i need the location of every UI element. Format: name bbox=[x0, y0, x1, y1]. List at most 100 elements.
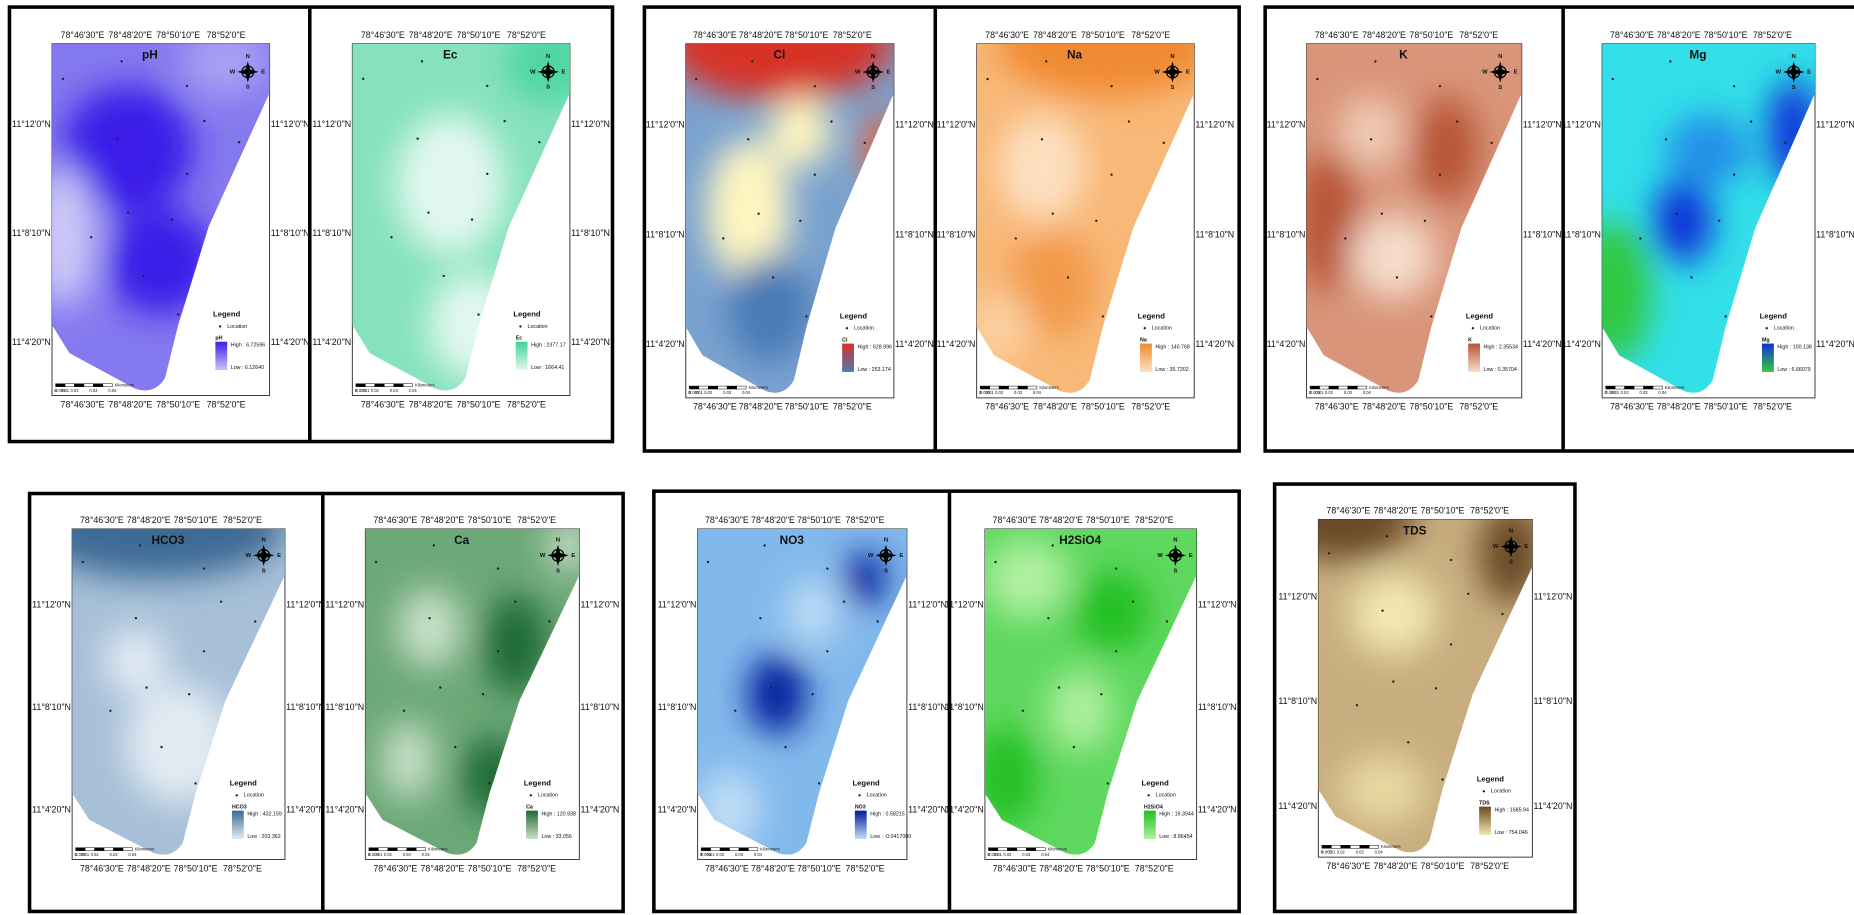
scale-tick: 0.01 bbox=[1611, 390, 1620, 395]
longitude-label: 78°48'20"E bbox=[1039, 515, 1083, 525]
panel-title: NO3 bbox=[780, 533, 805, 547]
legend-high: High : 140.768 bbox=[1155, 345, 1190, 351]
location-point bbox=[145, 686, 147, 688]
scale-tick: 0.03 bbox=[89, 388, 98, 393]
legend-title: Legend bbox=[1138, 311, 1166, 320]
map-panel: H2SiO4NESW78°46'30"E78°46'30"E78°48'20"E… bbox=[945, 515, 1237, 873]
longitude-label: 78°48'20"E bbox=[108, 30, 152, 40]
location-point bbox=[220, 600, 222, 602]
location-point bbox=[1052, 213, 1054, 215]
compass-letter: N bbox=[871, 54, 875, 60]
scale-segment bbox=[1653, 386, 1662, 389]
surface-blob bbox=[547, 519, 590, 572]
location-point bbox=[186, 173, 188, 175]
scale-segment bbox=[748, 848, 757, 851]
latitude-label: 11°12'0"N bbox=[325, 599, 364, 609]
location-point bbox=[1439, 174, 1441, 176]
scale-segment bbox=[1338, 386, 1347, 389]
location-point bbox=[390, 236, 392, 238]
compass-letter: S bbox=[246, 85, 250, 91]
latitude-label: 11°8'10"N bbox=[937, 229, 976, 239]
surface-blob bbox=[1350, 574, 1436, 655]
longitude-label: 78°48'20"E bbox=[1362, 402, 1406, 412]
surface-blob bbox=[788, 579, 838, 645]
legend-label: Na bbox=[1140, 337, 1147, 343]
compass-letter: W bbox=[246, 553, 252, 559]
scale-segment bbox=[394, 384, 403, 387]
location-point bbox=[1128, 120, 1130, 122]
scale-tick: 0.01 bbox=[994, 852, 1003, 857]
latitude-label: 11°4'20"N bbox=[1523, 339, 1562, 349]
longitude-label: 78°48'20"E bbox=[1033, 402, 1077, 412]
surface-blob bbox=[966, 292, 1031, 363]
longitude-label: 78°52'0"E bbox=[223, 515, 262, 525]
latitude-label: 11°12'0"N bbox=[312, 119, 351, 129]
latitude-label: 11°8'10"N bbox=[271, 228, 310, 238]
latitude-label: 11°12'0"N bbox=[12, 119, 51, 129]
surface-blob bbox=[1653, 178, 1713, 263]
latitude-label: 11°8'10"N bbox=[1278, 696, 1317, 706]
location-point bbox=[1724, 315, 1726, 317]
location-point bbox=[1381, 609, 1383, 611]
scale-segment bbox=[1341, 845, 1350, 848]
legend-location: Location bbox=[227, 324, 247, 330]
longitude-label: 78°50'10"E bbox=[156, 30, 200, 40]
location-point bbox=[814, 174, 816, 176]
latitude-label: 11°12'0"N bbox=[32, 599, 71, 609]
scale-segment bbox=[76, 848, 85, 851]
surface-blob bbox=[748, 655, 807, 734]
location-point bbox=[471, 218, 473, 220]
compass-letter: N bbox=[1173, 538, 1177, 544]
scale-tick: 0.02 bbox=[704, 390, 713, 395]
longitude-label: 78°46'30"E bbox=[1326, 506, 1370, 516]
latitude-label: 11°12'0"N bbox=[1523, 119, 1562, 129]
scale-unit: Kilometers bbox=[748, 385, 768, 390]
surface-blob bbox=[1048, 671, 1111, 750]
surface-blob bbox=[382, 721, 433, 800]
longitude-label: 78°46'30"E bbox=[373, 863, 417, 873]
latitude-label: 11°12'0"N bbox=[646, 119, 685, 129]
surface-blob bbox=[1074, 572, 1150, 651]
scale-unit: Kilometers bbox=[115, 383, 135, 388]
scale-segment bbox=[397, 848, 406, 851]
scale-segment bbox=[689, 386, 698, 389]
legend-low: Low : -0.0417080 bbox=[870, 834, 911, 840]
longitude-label: 78°48'20"E bbox=[1033, 30, 1077, 40]
compass-letter: N bbox=[1792, 54, 1796, 60]
location-point bbox=[799, 220, 801, 222]
scale-tick: 0.02 bbox=[1337, 850, 1346, 855]
legend-ramp bbox=[215, 342, 227, 370]
scale-tick: 0.01 bbox=[374, 852, 383, 857]
scale-segment bbox=[123, 848, 132, 851]
legend-title: Legend bbox=[1477, 775, 1505, 784]
location-point bbox=[1439, 85, 1441, 87]
surface-blob bbox=[1296, 150, 1361, 292]
location-point bbox=[1115, 567, 1117, 569]
latitude-label: 11°4'20"N bbox=[1534, 801, 1573, 811]
scale-unit: Kilometers bbox=[428, 847, 448, 852]
map-panel: HCO3NESW78°46'30"E78°46'30"E78°48'20"E78… bbox=[30, 479, 325, 873]
legend-location: Location bbox=[1774, 326, 1794, 332]
legend-title: Legend bbox=[1142, 779, 1170, 788]
legend-dot bbox=[1144, 327, 1146, 329]
legend-location: Location bbox=[1480, 326, 1500, 332]
surface-blob bbox=[1265, 479, 1415, 560]
location-point bbox=[1047, 617, 1049, 619]
map-panel: NaNESW78°46'30"E78°46'30"E78°48'20"E78°4… bbox=[937, 0, 1235, 412]
compass-letter: E bbox=[1524, 544, 1528, 550]
longitude-label: 78°48'20"E bbox=[1657, 30, 1701, 40]
longitude-label: 78°52'0"E bbox=[1135, 515, 1174, 525]
location-point bbox=[194, 782, 196, 784]
panel-title: Cl bbox=[774, 48, 786, 62]
scale-segment bbox=[365, 384, 374, 387]
location-point bbox=[826, 650, 828, 652]
location-point bbox=[751, 60, 753, 62]
compass-letter: S bbox=[871, 85, 875, 91]
location-point bbox=[830, 120, 832, 122]
longitude-label: 78°46'30"E bbox=[361, 399, 405, 409]
location-point bbox=[109, 710, 111, 712]
compass-letter: N bbox=[246, 54, 250, 60]
scale-tick: 0.04 bbox=[108, 388, 117, 393]
location-point bbox=[763, 544, 765, 546]
scale-segment bbox=[1606, 386, 1615, 389]
